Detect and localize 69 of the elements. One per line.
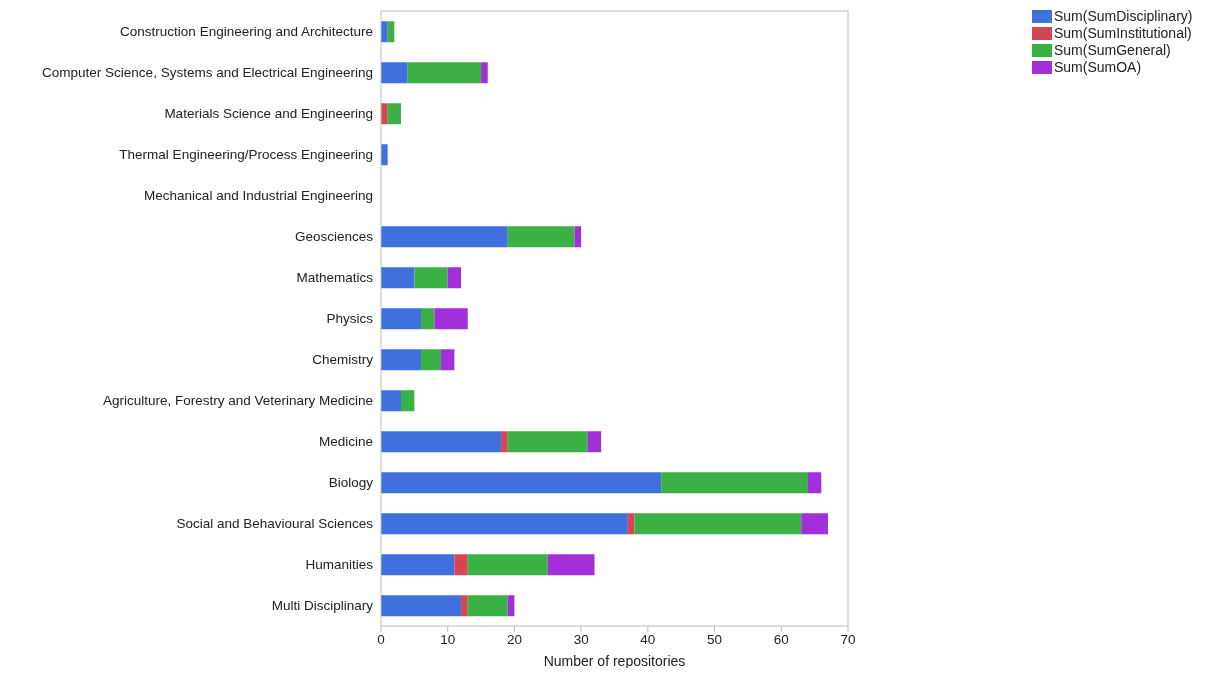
bar [507, 431, 588, 453]
bar [461, 595, 468, 617]
bar [407, 62, 482, 84]
y-tick-label: Mechanical and Industrial Engineering [144, 188, 373, 204]
bar [381, 472, 662, 494]
y-tick-label: Thermal Engineering/Process Engineering [119, 147, 373, 163]
legend-label: Sum(SumGeneral) [1054, 42, 1171, 59]
y-tick-label: Biology [328, 475, 374, 491]
bar [414, 267, 448, 289]
bar [627, 513, 635, 535]
bar [401, 390, 415, 412]
bar [547, 554, 595, 576]
bar [387, 103, 402, 125]
bar [387, 21, 395, 43]
bar [381, 103, 388, 125]
bar [434, 308, 468, 330]
bar [807, 472, 822, 494]
y-tick-label: Multi Disciplinary [271, 598, 374, 614]
legend-label: Sum(SumOA) [1054, 59, 1142, 76]
bar [467, 595, 508, 617]
y-tick-label: Medicine [318, 434, 373, 450]
bar [454, 554, 468, 576]
bar [661, 472, 808, 494]
bar [441, 349, 455, 371]
y-tick-label: Social and Behavioural Sciences [176, 516, 374, 532]
legend-label: Sum(SumDisciplinary) [1054, 8, 1193, 25]
bar [801, 513, 828, 535]
x-tick-label: 30 [573, 631, 589, 647]
bar [634, 513, 802, 535]
y-tick-label: Materials Science and Engineering [164, 106, 373, 122]
bar [507, 226, 575, 248]
x-tick-label: 70 [840, 631, 856, 647]
bar [381, 390, 402, 412]
y-tick-label: Computer Science, Systems and Electrical Engineering [42, 65, 373, 81]
legend-label: Sum(SumInstitutional) [1054, 25, 1192, 42]
x-tick-label: 0 [377, 631, 385, 647]
y-tick-label: Construction Engineering and Architecture [120, 24, 373, 40]
bar [587, 431, 602, 453]
x-tick-label: 40 [640, 631, 656, 647]
bar [381, 431, 502, 453]
bar [381, 349, 422, 371]
y-tick-label: Geosciences [294, 229, 374, 245]
x-tick-label: 60 [773, 631, 789, 647]
bar [481, 62, 488, 84]
bar [381, 226, 508, 248]
x-tick-label: 10 [440, 631, 456, 647]
bar [421, 349, 442, 371]
bar [501, 431, 508, 453]
bar [381, 62, 408, 84]
bar [421, 308, 435, 330]
bar [381, 308, 422, 330]
bar [467, 554, 548, 576]
y-tick-label: Humanities [305, 557, 374, 573]
bar [381, 513, 628, 535]
x-tick-label: 20 [506, 631, 522, 647]
bar [381, 267, 415, 289]
bar [381, 144, 388, 166]
x-tick-label: 50 [707, 631, 723, 647]
bar [447, 267, 462, 289]
bar [381, 554, 455, 576]
bar [507, 595, 515, 617]
bar [574, 226, 582, 248]
x-axis-title: Number of repositories [543, 653, 686, 669]
y-tick-label: Mathematics [296, 270, 374, 286]
y-tick-label: Agriculture, Forestry and Veterinary Medicine [102, 393, 373, 409]
bar [381, 21, 388, 43]
y-tick-label: Physics [326, 311, 374, 327]
bar [381, 595, 462, 617]
y-tick-label: Chemistry [312, 352, 374, 368]
